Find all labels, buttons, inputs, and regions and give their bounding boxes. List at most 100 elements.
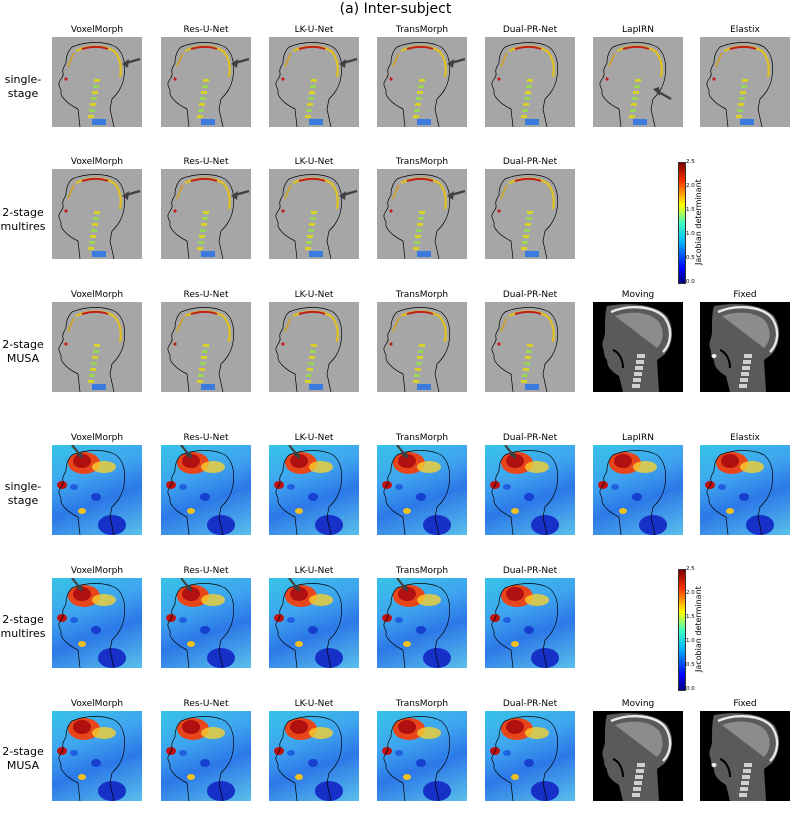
row-label-single-stage-dvf: single- stage [4, 480, 42, 507]
panel-title-resunet: Res-U-Net [183, 566, 229, 576]
jacobian-map-voxelmorph [52, 37, 142, 127]
panel-title-dualprnet: Dual-PR-Net [502, 290, 558, 300]
figure-title: (a) Inter-subject [339, 1, 452, 17]
panel-title-moving: Moving [621, 290, 655, 300]
panel-title-transmorph: TransMorph [395, 699, 449, 709]
displacement-map-transmorph [377, 578, 467, 668]
panel-title-voxelmorph: VoxelMorph [70, 25, 124, 35]
ct-image-moving [593, 302, 683, 392]
jacobian-map-voxelmorph [52, 302, 142, 392]
panel-title-elastix: Elastix [730, 25, 760, 35]
panel-title-resunet: Res-U-Net [183, 25, 229, 35]
jacobian-map-transmorph [377, 37, 467, 127]
displacement-map-elastix [700, 445, 790, 535]
panel-title-fixed: Fixed [733, 290, 757, 300]
row-label-multires-dvf: 2-stage multires [0, 613, 46, 640]
displacement-map-voxelmorph [52, 711, 142, 801]
colorbar-tick: 1.5 [686, 614, 695, 620]
colorbar-tick: 1.5 [686, 207, 695, 213]
colorbar-bottom: 2.5 2.0 1.5 1.0 0.5 0.0 Jacobian determi… [678, 566, 748, 695]
panel-title-voxelmorph: VoxelMorph [70, 433, 124, 443]
jacobian-map-resunet [161, 302, 251, 392]
panel-title-moving: Moving [621, 699, 655, 709]
jacobian-map-lkunet [269, 169, 359, 259]
colorbar-tick: 2.5 [686, 159, 695, 165]
displacement-map-dualprnet [485, 445, 575, 535]
displacement-map-dualprnet [485, 578, 575, 668]
panel-title-resunet: Res-U-Net [183, 433, 229, 443]
panel-title-resunet: Res-U-Net [183, 290, 229, 300]
displacement-map-transmorph [377, 445, 467, 535]
ct-image-moving [593, 711, 683, 801]
displacement-map-dualprnet [485, 711, 575, 801]
panel-title-lkunet: LK-U-Net [294, 433, 334, 443]
panel-title-lkunet: LK-U-Net [294, 699, 334, 709]
jacobian-map-transmorph [377, 169, 467, 259]
panel-title-dualprnet: Dual-PR-Net [502, 699, 558, 709]
panel-title-transmorph: TransMorph [395, 25, 449, 35]
panel-title-resunet: Res-U-Net [183, 157, 229, 167]
panel-title-transmorph: TransMorph [395, 290, 449, 300]
displacement-map-lapirn [593, 445, 683, 535]
panel-title-lkunet: LK-U-Net [294, 290, 334, 300]
panel-title-voxelmorph: VoxelMorph [70, 699, 124, 709]
colorbar-tick: 2.0 [686, 590, 695, 596]
ct-image-fixed [700, 302, 790, 392]
panel-title-voxelmorph: VoxelMorph [70, 566, 124, 576]
panel-title-lapirn: LapIRN [622, 25, 654, 35]
ct-image-fixed [700, 711, 790, 801]
panel-title-transmorph: TransMorph [395, 157, 449, 167]
row-label-musa-dvf: 2-stage MUSA [2, 745, 44, 772]
colorbar-tick: 1.0 [686, 638, 695, 644]
jacobian-map-dualprnet [485, 37, 575, 127]
panel-title-fixed: Fixed [733, 699, 757, 709]
displacement-map-resunet [161, 711, 251, 801]
colorbar-tick: 0.5 [686, 255, 695, 261]
jacobian-map-resunet [161, 169, 251, 259]
displacement-map-lkunet [269, 578, 359, 668]
panel-title-dualprnet: Dual-PR-Net [502, 157, 558, 167]
row-label-multires-jac: 2-stage multires [0, 206, 46, 233]
colorbar-tick: 1.0 [686, 231, 695, 237]
row-label-musa-jac: 2-stage MUSA [2, 338, 44, 365]
colorbar-top: 2.5 2.0 1.5 1.0 0.5 0.0 Jacobian determi… [678, 159, 748, 288]
panel-title-transmorph: TransMorph [395, 566, 449, 576]
colorbar-tick: 0.5 [686, 662, 695, 668]
displacement-map-voxelmorph [52, 445, 142, 535]
displacement-map-resunet [161, 445, 251, 535]
colorbar-label: Jacobian determinant [694, 586, 703, 672]
panel-title-resunet: Res-U-Net [183, 699, 229, 709]
panel-title-dualprnet: Dual-PR-Net [502, 25, 558, 35]
jacobian-map-elastix [700, 37, 790, 127]
panel-title-voxelmorph: VoxelMorph [70, 157, 124, 167]
displacement-map-voxelmorph [52, 578, 142, 668]
panel-title-voxelmorph: VoxelMorph [70, 290, 124, 300]
panel-title-dualprnet: Dual-PR-Net [502, 566, 558, 576]
panel-title-lkunet: LK-U-Net [294, 25, 334, 35]
jacobian-map-lkunet [269, 37, 359, 127]
displacement-map-lkunet [269, 445, 359, 535]
displacement-map-transmorph [377, 711, 467, 801]
jacobian-map-lkunet [269, 302, 359, 392]
colorbar-tick: 0.0 [686, 279, 695, 285]
displacement-map-resunet [161, 578, 251, 668]
panel-title-lkunet: LK-U-Net [294, 157, 334, 167]
colorbar-tick: 2.5 [686, 566, 695, 572]
jacobian-map-voxelmorph [52, 169, 142, 259]
panel-title-lkunet: LK-U-Net [294, 566, 334, 576]
colorbar-gradient [678, 162, 686, 284]
panel-title-elastix: Elastix [730, 433, 760, 443]
colorbar-tick: 0.0 [686, 686, 695, 692]
jacobian-map-dualprnet [485, 169, 575, 259]
displacement-map-lkunet [269, 711, 359, 801]
row-label-single-stage-jac: single- stage [4, 73, 42, 100]
jacobian-map-dualprnet [485, 302, 575, 392]
colorbar-tick: 2.0 [686, 183, 695, 189]
colorbar-gradient [678, 569, 686, 691]
jacobian-map-lapirn [593, 37, 683, 127]
panel-title-transmorph: TransMorph [395, 433, 449, 443]
jacobian-map-transmorph [377, 302, 467, 392]
jacobian-map-resunet [161, 37, 251, 127]
colorbar-label: Jacobian determinant [694, 179, 703, 265]
panel-title-dualprnet: Dual-PR-Net [502, 433, 558, 443]
